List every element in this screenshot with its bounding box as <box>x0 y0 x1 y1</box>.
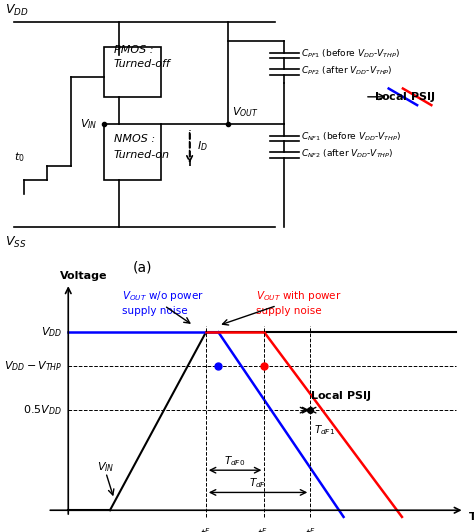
Text: $V_{IN}$: $V_{IN}$ <box>98 460 115 474</box>
Text: supply noise: supply noise <box>122 306 188 317</box>
Text: $\bf{Local\ PSIJ}$: $\bf{Local\ PSIJ}$ <box>310 389 372 403</box>
Text: $C_{NF1}$ (before $V_{DD}$-$V_{THP}$): $C_{NF1}$ (before $V_{DD}$-$V_{THP}$) <box>301 131 401 143</box>
Text: $V_{OUT}$: $V_{OUT}$ <box>232 105 259 119</box>
Text: $T_{dF}$: $T_{dF}$ <box>249 477 267 490</box>
Text: $V_{DD}-V_{THP}$: $V_{DD}-V_{THP}$ <box>4 359 62 372</box>
Text: $T_{dF0}$: $T_{dF0}$ <box>225 454 246 468</box>
Text: $C_{NF2}$ (after $V_{DD}$-$V_{THP}$): $C_{NF2}$ (after $V_{DD}$-$V_{THP}$) <box>301 147 393 160</box>
Text: $C_{PF1}$ (before $V_{DD}$-$V_{THP}$): $C_{PF1}$ (before $V_{DD}$-$V_{THP}$) <box>301 48 400 60</box>
Text: PMOS :: PMOS : <box>114 45 153 55</box>
Text: Turned-off: Turned-off <box>114 59 171 69</box>
Text: $t_0$: $t_0$ <box>14 151 25 164</box>
Bar <box>104 47 161 97</box>
Text: $0.5V_{DD}$: $0.5V_{DD}$ <box>23 403 62 417</box>
Text: Time: Time <box>469 512 474 522</box>
Text: (a): (a) <box>132 260 152 274</box>
Text: $T_{dF1}$: $T_{dF1}$ <box>314 423 336 437</box>
Text: $t_{0a}^F$: $t_{0a}^F$ <box>257 526 272 532</box>
Text: $C_{PF2}$ (after $V_{DD}$-$V_{THP}$): $C_{PF2}$ (after $V_{DD}$-$V_{THP}$) <box>301 64 392 77</box>
Text: $V_{DD}$: $V_{DD}$ <box>41 326 62 339</box>
Bar <box>104 124 161 180</box>
Text: $I_D$: $I_D$ <box>197 139 208 153</box>
Text: supply noise: supply noise <box>256 306 321 317</box>
Text: Voltage: Voltage <box>60 271 108 281</box>
Text: $\mathit{V_{OUT}}$ w/o power: $\mathit{V_{OUT}}$ w/o power <box>122 289 204 303</box>
Text: Turned-on: Turned-on <box>114 151 170 161</box>
Text: $V_{DD}$: $V_{DD}$ <box>5 3 28 18</box>
Text: $\mathit{V_{OUT}}$ with power: $\mathit{V_{OUT}}$ with power <box>256 289 342 303</box>
Text: $V_{SS}$: $V_{SS}$ <box>5 235 26 250</box>
Text: NMOS :: NMOS : <box>114 134 155 144</box>
Text: $t_0^F$: $t_0^F$ <box>201 526 211 532</box>
Text: $t_1^F$: $t_1^F$ <box>305 526 316 532</box>
Text: $\bf{Local\ PSIJ}$: $\bf{Local\ PSIJ}$ <box>374 90 436 104</box>
Text: $V_{IN}$: $V_{IN}$ <box>80 118 97 131</box>
